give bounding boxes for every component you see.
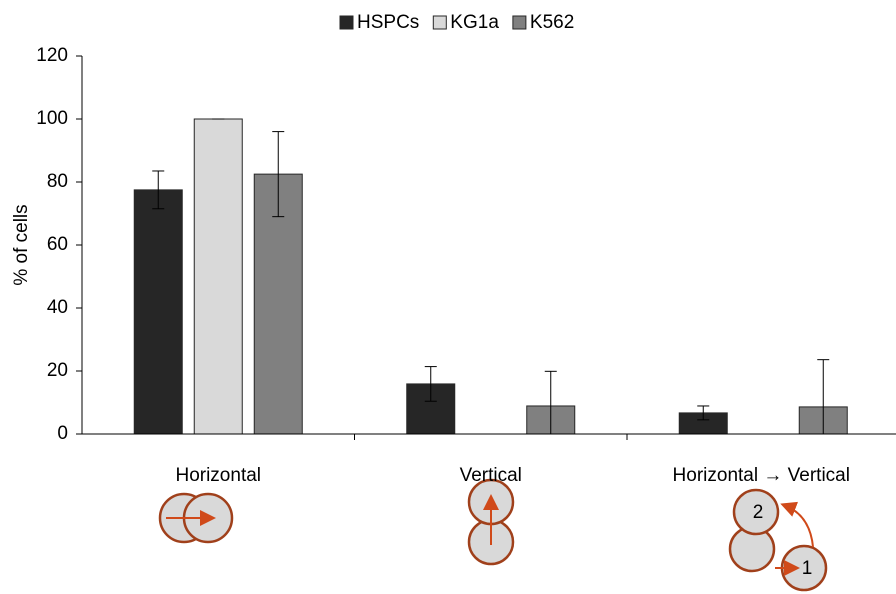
y-tick-label: 60 (47, 234, 68, 255)
legend-swatch (433, 16, 446, 29)
legend: HSPCs KG1a K562 (340, 12, 574, 33)
icons (160, 480, 826, 590)
icon-label: 1 (802, 558, 813, 579)
bar (194, 119, 242, 434)
bar (134, 190, 182, 434)
legend-label: HSPCs (357, 12, 419, 33)
y-tick-label: 100 (36, 108, 68, 129)
y-tick-label: 0 (57, 423, 68, 444)
legend-label: KG1a (450, 12, 499, 33)
y-axis-label: % of cells (11, 204, 32, 285)
y-tick-label: 80 (47, 171, 68, 192)
x-tick-label: Horizontal → Vertical (673, 465, 850, 486)
chart: % of cells 2 1 0 20 40 60 80 100 120 Horizontal… (0, 0, 896, 594)
x-tick-label: Horizontal (175, 465, 261, 486)
icon-label: 2 (753, 502, 764, 523)
legend-swatch (513, 16, 526, 29)
y-tick-label: 40 (47, 297, 68, 318)
legend-label: K562 (530, 12, 574, 33)
x-tick-label: Vertical (460, 465, 522, 486)
plot-area (134, 119, 847, 454)
legend-swatch (340, 16, 353, 29)
y-tick-label: 20 (47, 360, 68, 381)
y-tick-label: 120 (36, 45, 68, 66)
